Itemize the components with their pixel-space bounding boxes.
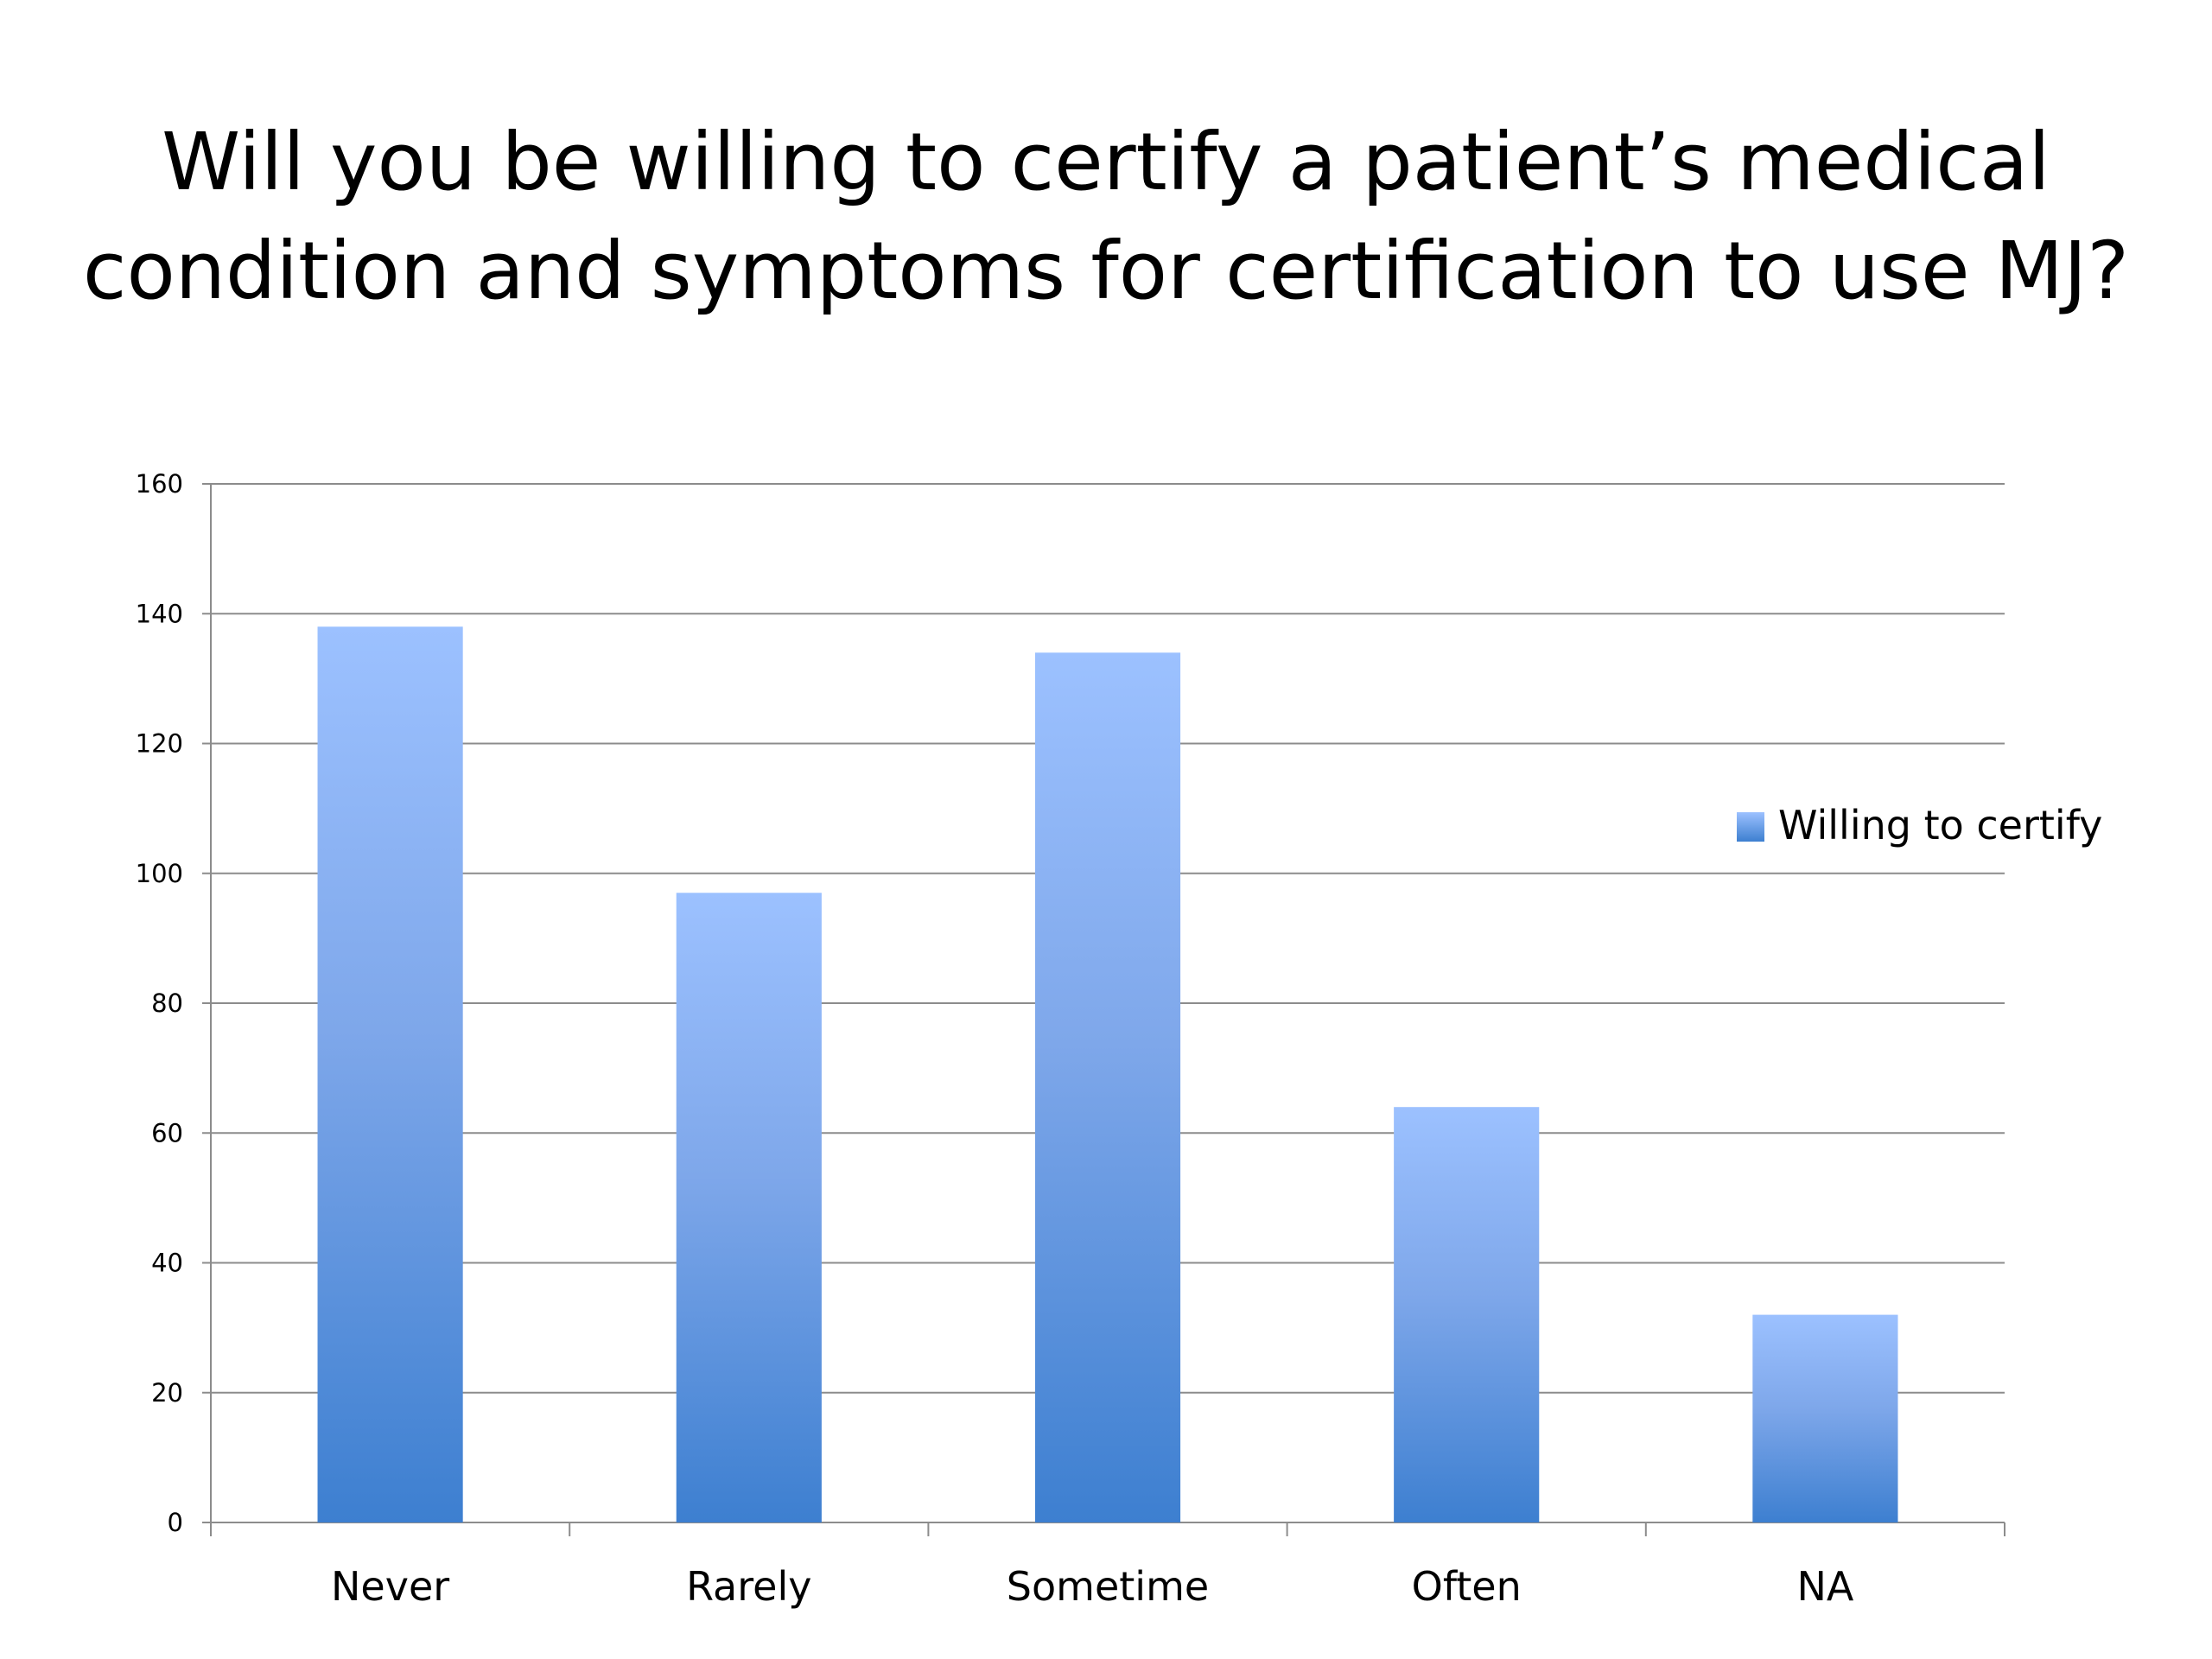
y-tick-label: 60: [151, 1118, 183, 1147]
bar-often: [1394, 1107, 1540, 1522]
x-category-label: Rarely: [686, 1563, 811, 1610]
y-tick-label: 20: [151, 1378, 183, 1408]
bar-rarely: [676, 893, 822, 1522]
x-category-label: Often: [1412, 1563, 1522, 1610]
x-category-labels: Never Rarely Sometime Often NA: [331, 1563, 1854, 1610]
slide-title: Will you be willing to certify a patient…: [0, 108, 2212, 326]
y-tick-label: 0: [168, 1508, 183, 1537]
legend-swatch: [1737, 812, 1764, 842]
y-tick-labels: 0 20 40 60 80 100 120 140 160: [136, 469, 183, 1537]
bars: [317, 626, 1898, 1522]
x-category-label: Sometime: [1007, 1563, 1209, 1610]
x-category-label: NA: [1796, 1563, 1853, 1610]
bar-na: [1752, 1314, 1898, 1522]
legend-label: Willing to certify: [1778, 802, 2102, 849]
legend: Willing to certify: [1737, 802, 2102, 849]
y-tick-label: 100: [136, 859, 183, 888]
y-tick-label: 140: [136, 599, 183, 628]
y-tick-label: 40: [151, 1249, 183, 1278]
y-tick-label: 80: [151, 988, 183, 1018]
y-tick-label: 160: [136, 469, 183, 499]
bar-sometime: [1034, 652, 1181, 1522]
x-category-label: Never: [331, 1563, 449, 1610]
title-line-1: Will you be willing to certify a patient…: [162, 116, 2050, 208]
title-line-2: condition and symptoms for certification…: [82, 225, 2130, 317]
y-tick-label: 120: [136, 729, 183, 759]
bar-never: [317, 626, 463, 1522]
